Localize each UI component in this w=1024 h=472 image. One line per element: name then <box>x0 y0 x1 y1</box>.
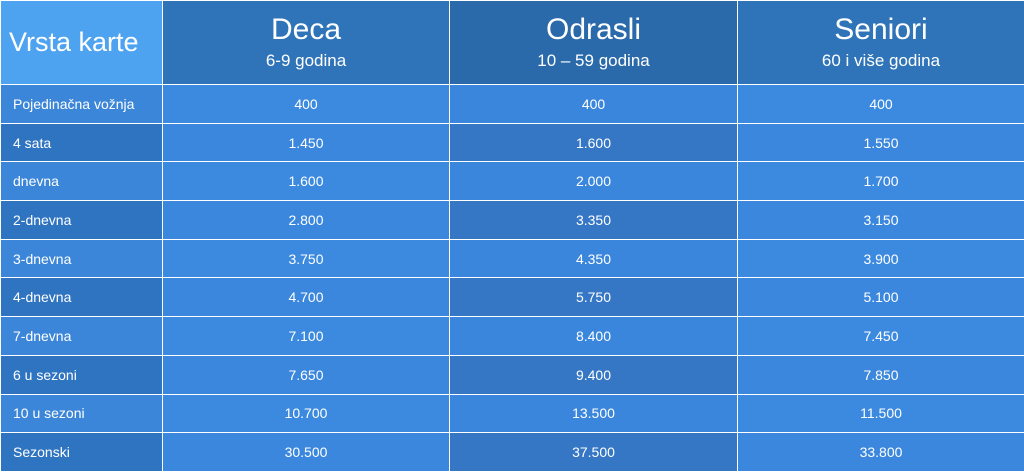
header-row: Vrsta karte Deca 6-9 godina Odrasli 10 –… <box>0 0 1024 85</box>
row-label: Pojedinačna vožnja <box>0 84 163 124</box>
price-cell: 7.450 <box>737 316 1024 356</box>
row-label: 4-dnevna <box>0 277 163 318</box>
price-cell: 33.800 <box>737 432 1024 472</box>
table-row: Sezonski 30.500 37.500 33.800 <box>0 432 1024 472</box>
price-cell: 30.500 <box>162 432 450 472</box>
row-label: 3-dnevna <box>0 238 163 279</box>
table-row: 2-dnevna 2.800 3.350 3.150 <box>0 200 1024 240</box>
table-row: dnevna 1.600 2.000 1.700 <box>0 161 1024 202</box>
group-name: Seniori <box>834 12 928 46</box>
row-label: 4 sata <box>0 122 163 163</box>
group-age: 6-9 godina <box>265 50 347 70</box>
table-row: 10 u sezoni 10.700 13.500 11.500 <box>0 393 1024 434</box>
table-row: 7-dnevna 7.100 8.400 7.450 <box>0 316 1024 356</box>
table-row: Pojedinačna vožnja 400 400 400 <box>0 84 1024 124</box>
header-seniori: Seniori 60 i više godina <box>737 0 1024 85</box>
row-label: 6 u sezoni <box>0 354 163 395</box>
row-label: 2-dnevna <box>0 200 163 240</box>
price-cell: 1.700 <box>737 161 1024 202</box>
price-cell: 3.900 <box>737 238 1024 279</box>
table-row: 6 u sezoni 7.650 9.400 7.850 <box>0 354 1024 395</box>
price-cell: 7.850 <box>737 354 1024 395</box>
group-name: Odrasli <box>545 12 642 46</box>
group-name: Deca <box>270 12 342 46</box>
price-cell: 3.350 <box>449 200 738 240</box>
row-label: dnevna <box>0 161 163 202</box>
price-cell: 8.400 <box>449 316 738 356</box>
table-row: 4 sata 1.450 1.600 1.550 <box>0 122 1024 163</box>
price-cell: 1.550 <box>737 122 1024 163</box>
price-cell: 4.700 <box>162 277 450 318</box>
row-label: Sezonski <box>0 432 163 472</box>
price-cell: 3.750 <box>162 238 450 279</box>
table-row: 3-dnevna 3.750 4.350 3.900 <box>0 238 1024 279</box>
table-body: Pojedinačna vožnja 400 400 400 4 sata 1.… <box>0 84 1024 472</box>
price-cell: 400 <box>449 84 738 124</box>
price-cell: 1.600 <box>449 122 738 163</box>
price-cell: 5.750 <box>449 277 738 318</box>
price-cell: 1.600 <box>162 161 450 202</box>
price-cell: 10.700 <box>162 393 450 434</box>
price-cell: 7.100 <box>162 316 450 356</box>
price-cell: 4.350 <box>449 238 738 279</box>
price-cell: 9.400 <box>449 354 738 395</box>
price-cell: 400 <box>162 84 450 124</box>
header-odrasli: Odrasli 10 – 59 godina <box>449 0 738 85</box>
group-age: 60 i više godina <box>821 50 941 70</box>
price-cell: 11.500 <box>737 393 1024 434</box>
price-cell: 3.150 <box>737 200 1024 240</box>
table-row: 4-dnevna 4.700 5.750 5.100 <box>0 277 1024 318</box>
row-label: 7-dnevna <box>0 316 163 356</box>
price-cell: 1.450 <box>162 122 450 163</box>
price-cell: 37.500 <box>449 432 738 472</box>
price-cell: 2.800 <box>162 200 450 240</box>
row-label: 10 u sezoni <box>0 393 163 434</box>
group-age: 10 – 59 godina <box>537 50 650 70</box>
price-cell: 5.100 <box>737 277 1024 318</box>
header-deca: Deca 6-9 godina <box>162 0 450 85</box>
ticket-type-header: Vrsta karte <box>0 0 163 85</box>
price-cell: 7.650 <box>162 354 450 395</box>
price-cell: 400 <box>737 84 1024 124</box>
price-cell: 2.000 <box>449 161 738 202</box>
price-cell: 13.500 <box>449 393 738 434</box>
